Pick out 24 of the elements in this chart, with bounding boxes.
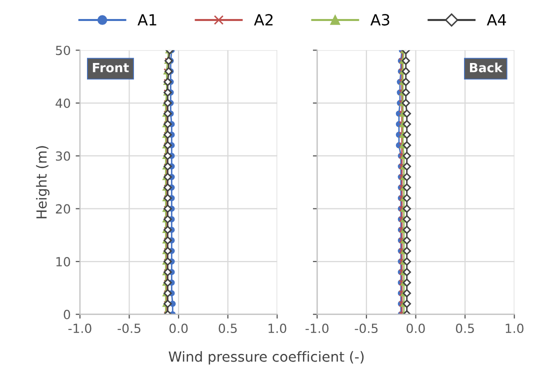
x-tick-label: -1.0	[68, 324, 92, 334]
x-tick-label: 0.0	[169, 324, 188, 334]
x-tick-label: -0.5	[354, 324, 378, 334]
legend-label: A1	[138, 14, 156, 26]
y-tick-label: 20	[56, 204, 70, 214]
y-tick-label: 50	[56, 46, 70, 56]
y-tick-label: 40	[56, 98, 70, 108]
legend-label: A4	[486, 14, 506, 26]
x-tick-label: 0.5	[456, 324, 474, 334]
y-tick-label: 10	[56, 256, 70, 266]
x-tick-label: -1.0	[306, 324, 328, 334]
x-tick-label: 1.0	[506, 324, 524, 334]
legend-label: A3	[370, 14, 390, 26]
x-axis-title: Wind pressure coefficient (-)	[168, 351, 364, 365]
x-tick-label: -0.5	[118, 324, 140, 334]
y-axis-title: Height (m)	[36, 146, 50, 218]
x-tick-label: 1.0	[268, 324, 286, 334]
x-tick-label: 0.0	[406, 324, 425, 334]
y-tick-label: 0	[64, 310, 70, 320]
x-tick-label: 0.5	[218, 324, 237, 334]
annotation: Front	[92, 63, 129, 72]
annotation: Back	[470, 62, 503, 72]
legend-label: A2	[254, 14, 273, 26]
y-tick-label: 30	[56, 151, 70, 161]
